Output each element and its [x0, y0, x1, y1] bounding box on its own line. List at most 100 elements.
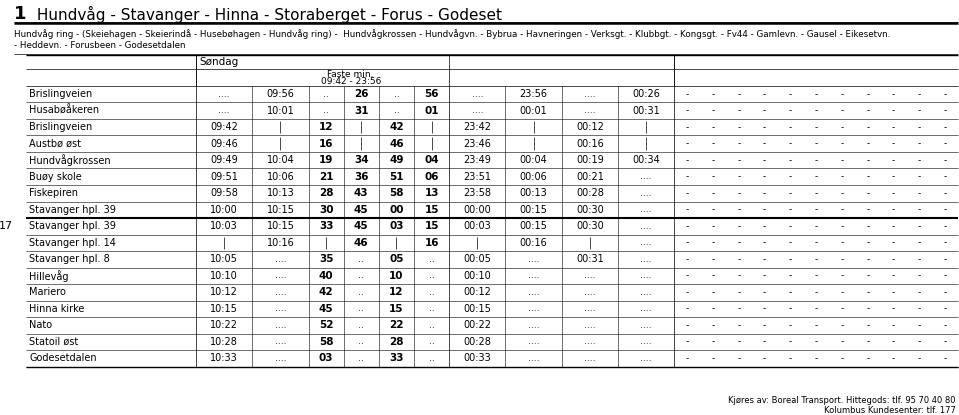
Text: -: - [866, 238, 870, 247]
Text: -: - [814, 189, 818, 198]
Text: -: - [737, 106, 740, 115]
Text: -: - [763, 238, 766, 247]
Text: -: - [918, 354, 921, 363]
Text: 10:16: 10:16 [267, 238, 294, 248]
Text: 10:01: 10:01 [267, 106, 294, 116]
Text: -: - [918, 90, 921, 99]
Text: 12: 12 [318, 122, 334, 132]
Text: -: - [712, 123, 714, 132]
Text: -: - [712, 238, 714, 247]
Text: -: - [788, 271, 792, 280]
Text: 10:13: 10:13 [267, 188, 294, 198]
Text: -: - [686, 288, 689, 297]
Text: -: - [918, 189, 921, 198]
Text: -: - [918, 156, 921, 165]
Text: -: - [944, 304, 947, 313]
Text: -: - [892, 156, 895, 165]
Text: 28: 28 [389, 337, 404, 347]
Text: 15: 15 [425, 221, 439, 231]
Text: 21: 21 [318, 172, 334, 182]
Text: Stavanger hpl. 14: Stavanger hpl. 14 [29, 238, 116, 248]
Text: ....: .... [641, 222, 652, 231]
Text: -: - [892, 337, 895, 346]
Text: -: - [712, 139, 714, 148]
Text: -: - [814, 288, 818, 297]
Text: -: - [892, 90, 895, 99]
Text: -: - [712, 337, 714, 346]
Text: 46: 46 [354, 238, 368, 248]
Text: 15: 15 [425, 205, 439, 215]
Text: 00:03: 00:03 [463, 221, 491, 231]
Text: Faste min.: Faste min. [327, 71, 374, 79]
Text: 10:10: 10:10 [210, 271, 238, 281]
Text: -: - [918, 123, 921, 132]
Text: 00:16: 00:16 [520, 238, 548, 248]
Text: 51: 51 [389, 172, 404, 182]
Text: ..: .. [359, 288, 364, 297]
Text: Nato: Nato [29, 320, 52, 330]
Text: 26: 26 [354, 89, 368, 99]
Text: 23:42: 23:42 [463, 122, 491, 132]
Text: -: - [737, 354, 740, 363]
Text: Hundvåg - Stavanger - Hinna - Storaberget - Forus - Godeset: Hundvåg - Stavanger - Hinna - Storaberge… [32, 5, 502, 22]
Text: -: - [918, 255, 921, 264]
Text: -: - [763, 106, 766, 115]
Text: -: - [840, 189, 844, 198]
Text: -: - [918, 321, 921, 330]
Text: 03: 03 [318, 353, 334, 363]
Text: -: - [944, 172, 947, 181]
Text: ....: .... [584, 106, 596, 115]
Text: -: - [788, 172, 792, 181]
Text: 19: 19 [319, 155, 334, 165]
Text: -: - [840, 304, 844, 313]
Text: 01: 01 [425, 106, 439, 116]
Text: -: - [763, 337, 766, 346]
Text: -: - [712, 156, 714, 165]
Text: 00:05: 00:05 [463, 254, 491, 264]
Text: 10:05: 10:05 [210, 254, 238, 264]
Text: ....: .... [527, 321, 539, 330]
Text: -: - [814, 238, 818, 247]
Text: -: - [892, 321, 895, 330]
Text: -: - [892, 354, 895, 363]
Text: -: - [788, 337, 792, 346]
Text: Kjøres av: Boreal Transport. Hittegods: tlf. 95 70 40 80: Kjøres av: Boreal Transport. Hittegods: … [729, 395, 956, 405]
Text: 23:49: 23:49 [463, 155, 491, 165]
Text: -: - [763, 205, 766, 214]
Text: -: - [944, 189, 947, 198]
Text: -: - [788, 321, 792, 330]
Text: ....: .... [641, 337, 652, 346]
Text: ....: .... [472, 106, 483, 115]
Text: 09:42: 09:42 [210, 122, 238, 132]
Text: ....: .... [584, 304, 596, 313]
Text: Søndag: Søndag [199, 57, 238, 67]
Text: -: - [918, 288, 921, 297]
Text: -: - [866, 271, 870, 280]
Text: -: - [944, 106, 947, 115]
Text: ..: .. [323, 106, 329, 115]
Text: ....: .... [641, 321, 652, 330]
Text: -: - [737, 222, 740, 231]
Text: -: - [737, 271, 740, 280]
Text: 42: 42 [389, 122, 404, 132]
Text: ..: .. [393, 90, 399, 99]
Text: ....: .... [472, 90, 483, 99]
Text: ..: .. [393, 106, 399, 115]
Text: 45: 45 [354, 221, 368, 231]
Text: Mariero: Mariero [29, 287, 66, 297]
Text: -: - [737, 139, 740, 148]
Text: -: - [944, 288, 947, 297]
Text: 58: 58 [318, 337, 334, 347]
Text: -: - [944, 354, 947, 363]
Text: Statoil øst: Statoil øst [29, 337, 79, 347]
Text: ....: .... [641, 255, 652, 264]
Text: 12: 12 [389, 287, 404, 297]
Text: 03: 03 [389, 221, 404, 231]
Text: -: - [686, 255, 689, 264]
Text: -: - [737, 156, 740, 165]
Text: -: - [763, 222, 766, 231]
Text: ....: .... [274, 321, 286, 330]
Text: -: - [866, 123, 870, 132]
Text: 09:46: 09:46 [210, 139, 238, 149]
Text: ....: .... [527, 288, 539, 297]
